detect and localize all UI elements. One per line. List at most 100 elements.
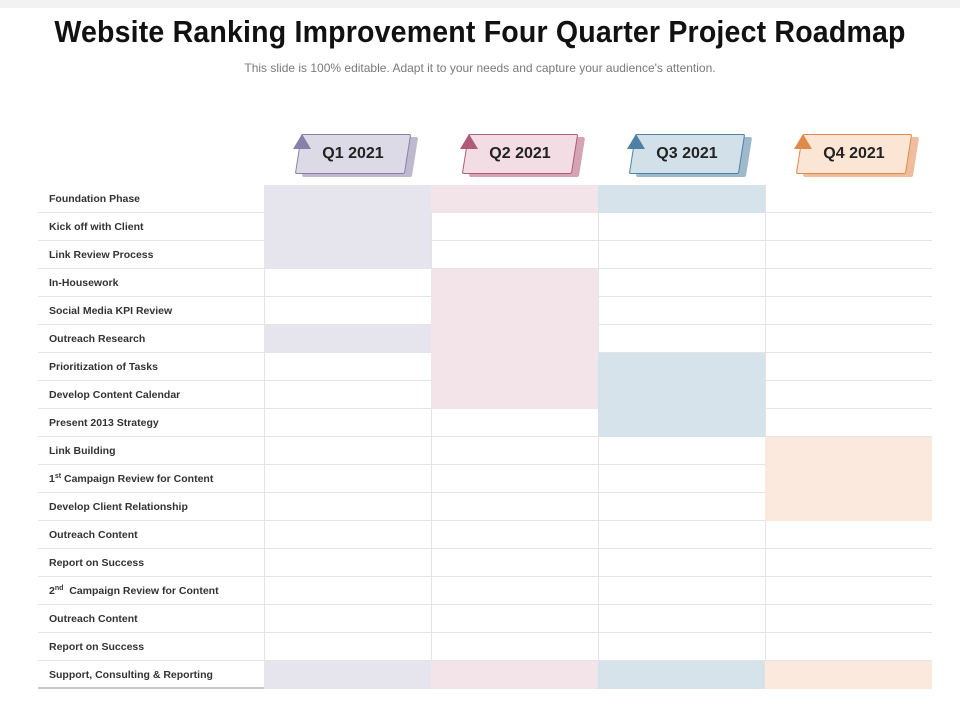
empty-cell [264, 521, 431, 549]
empty-cell [765, 633, 932, 661]
active-cell [598, 381, 765, 409]
empty-cell [431, 605, 598, 633]
active-cell [431, 661, 598, 689]
task-label: Kick off with Client [49, 221, 144, 233]
active-cell [765, 437, 932, 465]
empty-cell [264, 493, 431, 521]
active-cell [598, 185, 765, 213]
empty-cell [264, 577, 431, 605]
active-cell [598, 353, 765, 381]
task-label: Present 2013 Strategy [49, 417, 159, 429]
quarter-tag: Q1 2021 [293, 134, 419, 177]
quarter-label: Q1 2021 [322, 145, 384, 162]
table-row: Link Building [38, 437, 932, 465]
task-label: In-Housework [49, 277, 119, 289]
task-label: Social Media KPI Review [49, 305, 173, 317]
active-cell [431, 269, 598, 297]
task-label-rest: Campaign Review for Content [61, 473, 214, 485]
task-label: Link Building [49, 445, 116, 457]
quarter-label: Q4 2021 [823, 145, 885, 162]
task-label: Develop Content Calendar [49, 389, 181, 401]
empty-cell [598, 213, 765, 241]
table-row: Prioritization of Tasks [38, 353, 932, 381]
empty-cell [765, 241, 932, 269]
table-row: Foundation Phase [38, 185, 932, 213]
empty-cell [598, 549, 765, 577]
active-cell [598, 661, 765, 689]
quarter-tag-flap [293, 134, 311, 149]
quarter-tag: Q3 2021 [627, 134, 753, 177]
page-subtitle: This slide is 100% editable. Adapt it to… [244, 61, 716, 75]
empty-cell [765, 577, 932, 605]
table-row: Outreach Content [38, 521, 932, 549]
table-row: Outreach Content [38, 605, 932, 633]
empty-cell [431, 409, 598, 437]
task-label: 2nd Campaign Review for Content [49, 577, 259, 605]
empty-cell [598, 577, 765, 605]
empty-cell [598, 633, 765, 661]
empty-cell [431, 493, 598, 521]
table-row: In-Housework [38, 269, 932, 297]
empty-cell [598, 297, 765, 325]
empty-cell [598, 325, 765, 353]
active-cell [264, 241, 431, 269]
active-cell [264, 661, 431, 689]
task-label: Outreach Content [49, 613, 138, 625]
quarter-tag-flap [794, 134, 812, 149]
empty-cell [765, 185, 932, 213]
task-label: Outreach Content [49, 529, 138, 541]
task-label: Support, Consulting & Reporting [49, 669, 213, 681]
empty-cell [598, 437, 765, 465]
empty-cell [598, 241, 765, 269]
top-strip [0, 0, 960, 8]
quarter-label: Q3 2021 [656, 145, 718, 162]
task-label: Develop Client Relationship [49, 501, 188, 513]
empty-cell [264, 353, 431, 381]
active-cell [765, 661, 932, 689]
table-row: Develop Client Relationship [38, 493, 932, 521]
empty-cell [264, 409, 431, 437]
empty-cell [431, 577, 598, 605]
empty-cell [431, 241, 598, 269]
active-cell [431, 185, 598, 213]
active-cell [264, 213, 431, 241]
active-cell [264, 185, 431, 213]
page-title: Website Ranking Improvement Four Quarter… [54, 14, 906, 49]
empty-cell [431, 549, 598, 577]
task-ordinal: 1 [49, 473, 55, 485]
table-row: Outreach Research [38, 325, 932, 353]
quarter-tag: Q2 2021 [460, 134, 586, 177]
active-cell [431, 381, 598, 409]
empty-cell [264, 549, 431, 577]
empty-cell [264, 381, 431, 409]
task-label: Prioritization of Tasks [49, 361, 158, 373]
table-row: Kick off with Client [38, 213, 932, 241]
empty-cell [765, 297, 932, 325]
quarter-label: Q2 2021 [489, 145, 551, 162]
active-cell [431, 353, 598, 381]
empty-cell [765, 353, 932, 381]
quarter-tag-flap [460, 134, 478, 149]
empty-cell [765, 325, 932, 353]
table-row: 1st Campaign Review for Content [38, 465, 932, 493]
empty-cell [765, 213, 932, 241]
empty-cell [598, 493, 765, 521]
empty-cell [264, 437, 431, 465]
empty-cell [598, 465, 765, 493]
task-ordinal-suffix: nd [54, 585, 64, 592]
table-row: Social Media KPI Review [38, 297, 932, 325]
column-divider [598, 185, 599, 689]
empty-cell [431, 437, 598, 465]
active-cell [264, 325, 431, 353]
empty-cell [431, 633, 598, 661]
empty-cell [765, 605, 932, 633]
task-ordinal-suffix: st [54, 473, 62, 480]
task-label: Outreach Research [49, 333, 146, 345]
empty-cell [598, 269, 765, 297]
empty-cell [264, 605, 431, 633]
column-divider [431, 185, 432, 689]
task-label: Foundation Phase [49, 193, 141, 205]
task-label: Link Review Process [49, 249, 154, 261]
task-label: 1st Campaign Review for Content [49, 465, 259, 493]
table-row: 2nd Campaign Review for Content [38, 577, 932, 605]
